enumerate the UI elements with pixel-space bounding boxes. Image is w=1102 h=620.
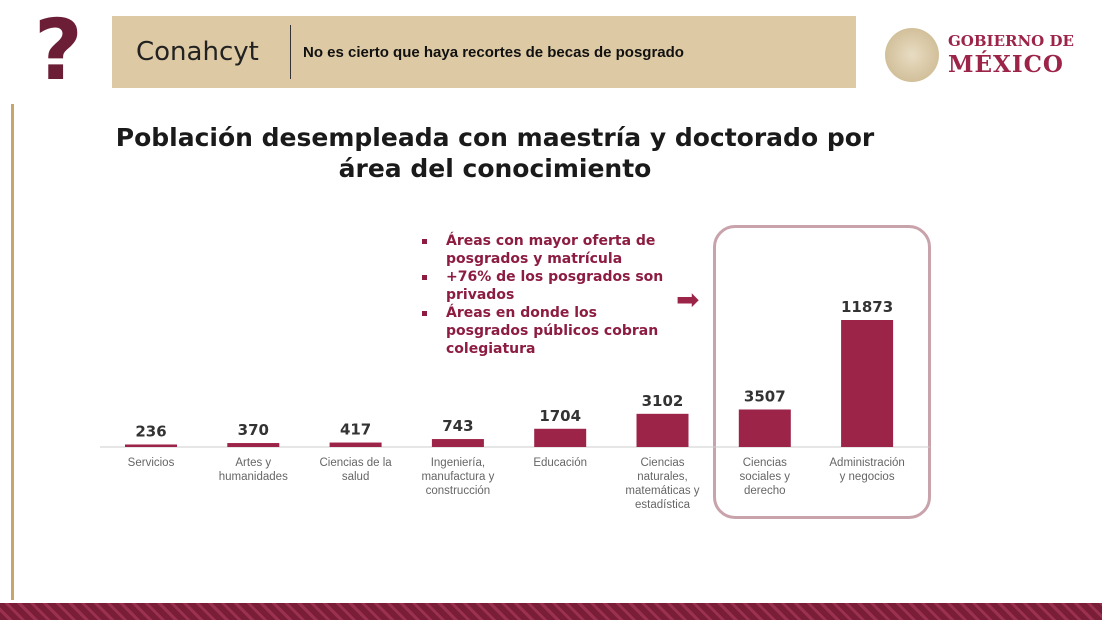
data-label: 11873 (841, 298, 893, 316)
note-item: Áreas en donde los posgrados públicos co… (420, 304, 680, 358)
header-banner: Conahcyt No es cierto que haya recortes … (112, 16, 856, 88)
data-label: 3507 (744, 387, 786, 405)
bar (329, 442, 382, 447)
bar (431, 439, 484, 447)
data-label: 236 (135, 422, 166, 440)
bar (738, 409, 791, 447)
data-label: 417 (340, 421, 371, 439)
chart-title: Población desempleada con maestría y doc… (115, 123, 875, 183)
category-label: Educación (533, 457, 587, 469)
category-label: Ciencias naturales, matemáticas y estadísti… (625, 457, 699, 511)
notes-list: Áreas con mayor oferta de posgrados y ma… (420, 232, 680, 358)
category-label: Ingeniería, manufactura y construcción (421, 457, 494, 497)
brand-name: Conahcyt (136, 37, 259, 67)
category-label: Servicios (128, 457, 175, 469)
note-item: +76% de los posgrados son privados (420, 268, 680, 304)
national-seal-icon (885, 28, 939, 82)
category-label: Ciencias de la salud (319, 457, 392, 483)
category-label: Artes y humanidades (219, 457, 288, 483)
bar (841, 320, 894, 447)
data-label: 743 (442, 417, 473, 435)
tagline: No es cierto que haya recortes de becas … (303, 43, 684, 61)
gobierno-logo: GOBIERNO DE MÉXICO (948, 32, 1074, 78)
bar (636, 413, 689, 447)
question-mark-icon: ? (34, 1, 83, 99)
data-label: 370 (238, 421, 269, 439)
category-label: Administración y negocios (829, 457, 904, 483)
category-label: Ciencias sociales y derecho (740, 457, 791, 497)
bar (227, 443, 280, 447)
bar (534, 428, 587, 447)
footer-pattern (0, 603, 1102, 620)
highlight-box (713, 225, 931, 519)
divider (290, 25, 291, 79)
data-label: 3102 (642, 392, 684, 410)
bar (125, 444, 177, 447)
accent-line (11, 104, 14, 600)
data-label: 1704 (539, 407, 581, 425)
note-item: Áreas con mayor oferta de posgrados y ma… (420, 232, 680, 268)
gov-line1: GOBIERNO DE (948, 32, 1074, 50)
arrow-right-icon: ➡ (676, 283, 700, 316)
gov-line2: MÉXICO (948, 51, 1064, 78)
